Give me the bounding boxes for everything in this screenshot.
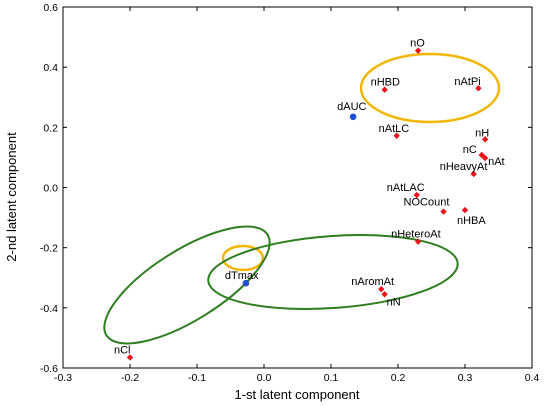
label-dtmax: dTmax [225,270,259,282]
point-dauc [349,113,357,121]
label-ncl: nCl [114,344,131,356]
label-dauc: dAUC [337,101,366,113]
point-naromat [378,285,385,293]
label-natlc: nAtLC [379,123,410,135]
green-cluster-right-ellipse [207,234,459,310]
axes: -0.3 -0.2 -0.1 0.0 0.1 0.2 0.3 0.4 -0.6 -0.4 -0.2 0… [40,2,540,384]
point-natlac [413,191,420,199]
y-tick-label: 0.2 [43,122,58,134]
x-tick-label: -0.3 [54,372,72,384]
point-nhba [461,206,469,214]
point-nn [381,291,388,298]
point-ncl [126,354,134,361]
y-tick-label: 0.4 [43,62,58,74]
point-nhbd [381,86,388,93]
point-nocount [440,208,447,215]
point-natpi [475,85,482,92]
green-cluster-left-ellipse [103,225,271,345]
label-nhbd: nHBD [371,77,400,89]
x-tick-label: 0.3 [458,372,473,384]
point-nh [481,136,489,143]
point-no [414,47,422,54]
point-dtmax [242,279,250,287]
label-natlac: nAtLAC [387,182,425,194]
label-nat: nAt [488,156,505,168]
label-nhba: nHBA [457,215,486,227]
cluster-ellipses [103,52,501,345]
label-nn: nN [387,296,401,308]
x-tick-label: 0.1 [324,372,339,384]
x-tick-label: 0.2 [391,372,406,384]
label-nheavyat: nHeavyAt [440,161,488,173]
label-naromat: nAromAt [351,276,394,288]
label-nh: nH [475,127,489,139]
y-tick-label: 0.0 [43,183,58,195]
data-points [126,47,489,361]
label-nheteroat: nHeteroAt [391,229,441,241]
x-tick-label: -0.1 [188,372,206,384]
point-nheavyat [470,170,477,178]
x-tick-label: 0.0 [257,372,272,384]
y-tick-label: -0.4 [40,303,58,315]
x-axis-title: 1-st latent component [234,387,359,402]
label-no: nO [410,38,425,50]
y-tick-label: -0.6 [40,363,58,375]
point-natlc [393,132,400,139]
point-nheteroat [414,238,422,245]
label-nc: nC [463,144,477,156]
y-axis-title: 2-nd latent component [4,132,19,262]
y-tick-label: -0.2 [40,243,58,255]
yellow-cluster-dtmax-ellipse [221,244,265,272]
label-nocount: NOCount [404,197,450,209]
yellow-cluster-top-ellipse [359,52,501,124]
x-tick-label: 0.4 [525,372,540,384]
label-natpi: nAtPi [454,76,480,88]
x-tick-label: -0.2 [121,372,139,384]
point-nat [481,154,489,162]
y-tick-label: 0.6 [43,2,58,14]
